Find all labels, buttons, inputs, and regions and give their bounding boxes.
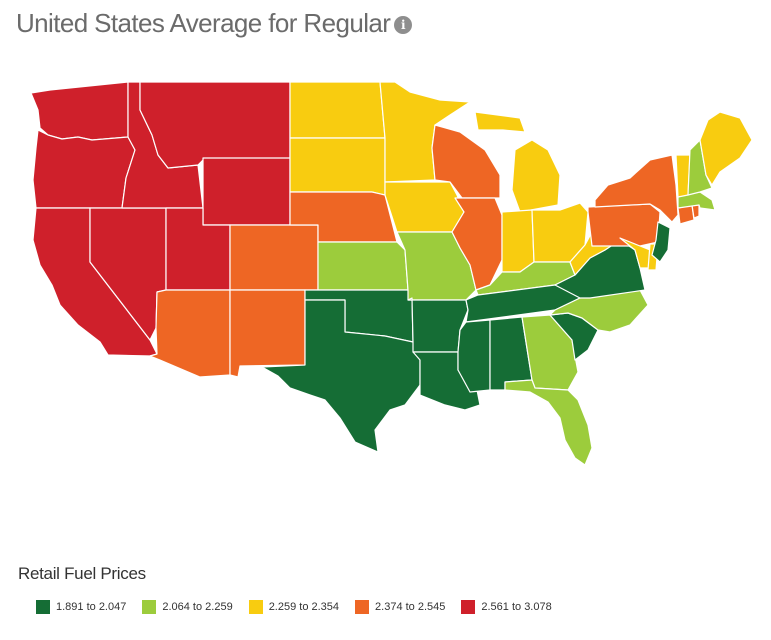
state-in[interactable] [501, 209, 535, 273]
state-or[interactable] [32, 129, 136, 209]
page-title: United States Average for Regular [16, 8, 391, 38]
state-mi[interactable] [474, 111, 561, 213]
state-me[interactable] [699, 111, 753, 186]
legend-title: Retail Fuel Prices [18, 564, 146, 583]
state-ma[interactable] [677, 191, 716, 211]
state-mt[interactable] [139, 81, 291, 169]
state-az[interactable] [149, 289, 231, 378]
header: United States Average for Regular i [16, 8, 413, 39]
legend-label: 2.374 to 2.545 [375, 601, 446, 613]
state-ia[interactable] [384, 181, 465, 233]
state-tx[interactable] [261, 299, 421, 453]
state-nm[interactable] [229, 289, 306, 378]
state-co[interactable] [229, 224, 319, 291]
legend-label: 2.259 to 2.354 [268, 601, 340, 613]
legend-item-5[interactable]: 2.561 to 3.078 [461, 600, 552, 614]
legend-label: 2.561 to 3.078 [481, 601, 552, 613]
us-map [30, 81, 753, 466]
legend-item-3[interactable]: 2.259 to 2.354 [248, 600, 340, 614]
state-wa[interactable] [30, 81, 129, 141]
state-mn[interactable] [379, 81, 471, 183]
legend-swatch [142, 600, 157, 614]
legend: 1.891 to 2.047 2.064 to 2.259 2.259 to 2… [36, 600, 568, 614]
legend-label: 2.064 to 2.259 [162, 601, 233, 613]
state-ny[interactable] [594, 154, 679, 223]
state-nj[interactable] [651, 221, 671, 263]
legend-swatch [248, 600, 263, 614]
state-ks[interactable] [317, 241, 409, 291]
legend-swatch [36, 600, 50, 614]
legend-item-4[interactable]: 2.374 to 2.545 [355, 600, 445, 614]
state-sd[interactable] [289, 137, 386, 196]
info-icon[interactable]: i [394, 15, 413, 34]
legend-swatch [355, 600, 370, 614]
legend-swatch [461, 600, 476, 614]
state-wy[interactable] [202, 157, 291, 226]
legend-label: 1.891 to 2.047 [56, 601, 127, 613]
legend-item-1[interactable]: 1.891 to 2.047 [36, 600, 126, 614]
state-fl[interactable] [504, 379, 593, 466]
legend-item-2[interactable]: 2.064 to 2.259 [142, 600, 233, 614]
state-nd[interactable] [289, 81, 386, 139]
